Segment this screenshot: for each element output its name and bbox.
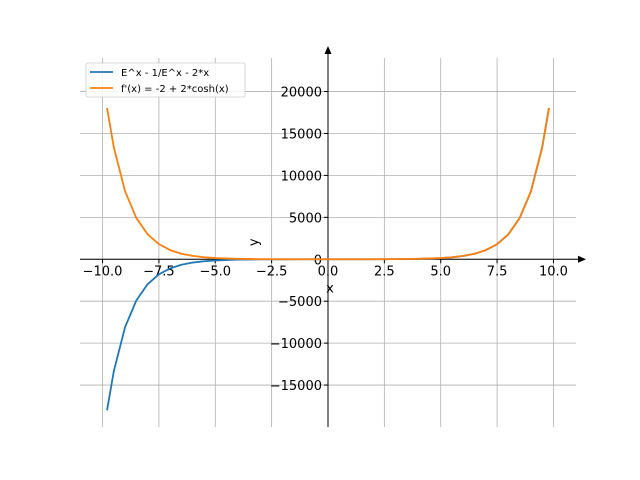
x-tick-label-7: 7.5 [487, 264, 508, 279]
legend-label-1: f'(x) = -2 + 2*cosh(x) [121, 84, 229, 95]
legend-box [85, 62, 246, 98]
x-tick-label-3: −2.5 [256, 264, 288, 279]
x-tick-label-8: 10.0 [539, 264, 568, 279]
y-tick-label-7: 20000 [281, 86, 322, 101]
x-tick-label-1: −7.5 [143, 264, 175, 279]
x-tick-label-2: −5.0 [199, 264, 231, 279]
x-axis-title: x [326, 281, 334, 296]
x-axis-arrow [578, 255, 586, 263]
y-tick-label-2: −5000 [278, 295, 322, 310]
y-tick-label-1: −10000 [270, 337, 322, 352]
legend: E^x - 1/E^x - 2*x f'(x) = -2 + 2*cosh(x) [85, 62, 246, 98]
ticks: −10.0 −7.5 −5.0 −2.5 0.0 2.5 5.0 7.5 10.0 −15000 −… [83, 86, 568, 395]
y-tick-label-3: 0 [314, 253, 322, 268]
y-tick-label-5: 10000 [281, 169, 322, 184]
legend-label-0: E^x - 1/E^x - 2*x [121, 68, 209, 79]
y-axis-title: y [247, 238, 262, 246]
x-tick-label-6: 5.0 [430, 264, 451, 279]
y-tick-label-4: 5000 [289, 211, 322, 226]
y-tick-label-6: 15000 [281, 127, 322, 142]
series-layer [106, 107, 550, 411]
series-line-1 [106, 107, 550, 261]
x-tick-label-4: 0.0 [318, 264, 339, 279]
y-tick-label-0: −15000 [270, 379, 322, 394]
axes [80, 46, 586, 427]
y-axis-arrow [324, 46, 332, 54]
x-tick-label-5: 2.5 [374, 264, 395, 279]
x-tick-label-0: −10.0 [83, 264, 123, 279]
